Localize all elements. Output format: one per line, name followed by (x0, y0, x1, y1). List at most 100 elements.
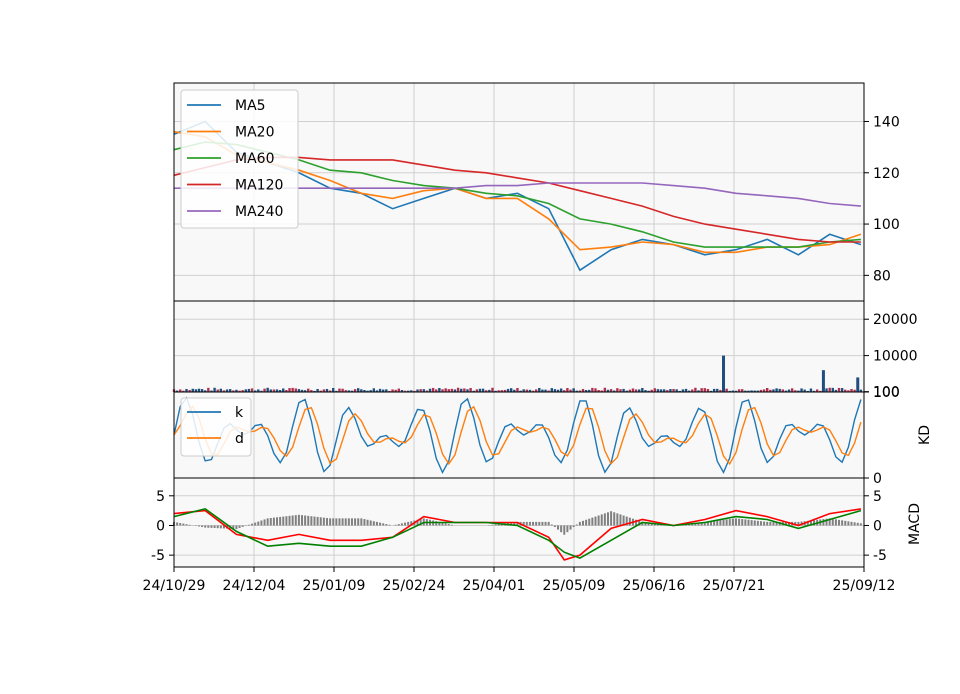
macd-histogram-bar (451, 525, 453, 526)
volume-bar (398, 389, 400, 392)
volume-spike-bar (822, 370, 825, 392)
volume-bar (591, 388, 593, 392)
volume-bar (791, 388, 793, 392)
macd-histogram-bar (573, 525, 575, 527)
volume-bar (538, 388, 540, 392)
legend-label-ma120: MA120 (235, 178, 283, 194)
macd-histogram-bar (541, 522, 543, 526)
volume-bar (616, 388, 618, 392)
macd-histogram-bar (345, 518, 347, 525)
macd-histogram-bar (760, 521, 762, 525)
macd-histogram-bar (298, 515, 300, 526)
macd-histogram-bar (579, 522, 581, 526)
macd-histogram-bar (179, 523, 181, 525)
volume-bar (463, 388, 465, 392)
macd-histogram-bar (264, 519, 266, 525)
macd-histogram-bar (616, 513, 618, 525)
macd-histogram-bar (772, 522, 774, 526)
macd-histogram-bar (267, 518, 269, 525)
volume-bar (825, 388, 827, 392)
macd-histogram-bar (832, 519, 834, 526)
macd-right-y-tick-label: 5 (873, 489, 882, 505)
macd-histogram-bar (548, 522, 550, 526)
volume-bar (432, 388, 434, 392)
macd-histogram-bar (754, 520, 756, 525)
x-tick-label: 25/06/16 (623, 578, 686, 594)
macd-histogram-bar (276, 517, 278, 525)
macd-histogram-bar (838, 520, 840, 526)
macd-histogram-bar (323, 518, 325, 526)
x-tick-label: 25/04/01 (463, 578, 526, 594)
macd-histogram-bar (210, 525, 212, 527)
macd-histogram-bar (273, 518, 275, 526)
macd-histogram-bar (857, 523, 859, 526)
macd-histogram-bar (769, 522, 771, 526)
macd-histogram-bar (251, 524, 253, 526)
macd-histogram-bar (841, 520, 843, 525)
macd-histogram-bar (307, 516, 309, 526)
macd-histogram-bar (554, 525, 556, 527)
macd-histogram-bar (766, 522, 768, 526)
volume-bar (332, 388, 334, 392)
volume-bar (438, 388, 440, 392)
macd-histogram-bar (763, 522, 765, 526)
volume-bar (213, 388, 215, 392)
volume-bar (704, 388, 706, 392)
volume-bar (694, 388, 696, 392)
macd-histogram-bar (335, 518, 337, 525)
macd-histogram-bar (491, 525, 493, 526)
macd-histogram-bar (385, 524, 387, 525)
macd-histogram-bar (217, 525, 219, 528)
macd-histogram-bar (207, 525, 209, 527)
volume-bar (251, 388, 253, 392)
macd-histogram-bar (317, 517, 319, 526)
volume-bar (551, 388, 553, 392)
macd-histogram-bar (214, 525, 216, 528)
macd-histogram-bar (270, 518, 272, 525)
x-tick-label: 24/10/29 (143, 578, 206, 594)
macd-histogram-bar (844, 521, 846, 526)
volume-bar (775, 388, 777, 392)
macd-histogram-bar (351, 518, 353, 525)
macd-histogram-bar (401, 523, 403, 525)
volume-spike-bar (722, 356, 725, 392)
legend-label-ma60: MA60 (235, 151, 274, 167)
volume-bar (566, 388, 568, 392)
macd-axis-label: MACD (907, 503, 923, 545)
macd-histogram-bar (304, 515, 306, 525)
macd-histogram-bar (201, 525, 203, 527)
macd-histogram-bar (582, 521, 584, 526)
macd-histogram-bar (601, 514, 603, 525)
macd-histogram-bar (751, 520, 753, 525)
kd-axis-label: KD (917, 425, 933, 445)
legend-label-ma5: MA5 (235, 98, 266, 114)
macd-histogram-bar (382, 523, 384, 525)
volume-spike-bar (856, 377, 859, 392)
macd-histogram-bar (719, 520, 721, 525)
macd-histogram-bar (854, 522, 856, 525)
macd-histogram-bar (357, 518, 359, 525)
macd-histogram-bar (360, 518, 362, 525)
volume-bar (357, 388, 359, 392)
macd-histogram-bar (613, 512, 615, 525)
macd-right-y-tick-label: 0 (873, 518, 882, 534)
macd-left-y-tick-label: 5 (156, 489, 165, 505)
legend-label-ma20: MA20 (235, 125, 274, 141)
macd-histogram-bar (619, 514, 621, 525)
price-y-tick-label: 140 (873, 114, 900, 130)
legend-label-d: d (235, 431, 244, 447)
x-tick-label: 25/09/12 (833, 578, 896, 594)
macd-histogram-bar (379, 523, 381, 526)
macd-histogram-bar (367, 520, 369, 526)
volume-bar (838, 388, 840, 392)
volume-bar (282, 388, 284, 392)
price-y-tick-label: 100 (873, 217, 900, 233)
macd-histogram-bar (185, 524, 187, 525)
x-tick-label: 25/05/09 (543, 578, 606, 594)
macd-histogram-bar (716, 520, 718, 525)
macd-histogram-bar (326, 518, 328, 525)
macd-histogram-bar (342, 518, 344, 525)
macd-histogram-bar (348, 518, 350, 525)
macd-histogram-bar (741, 519, 743, 525)
